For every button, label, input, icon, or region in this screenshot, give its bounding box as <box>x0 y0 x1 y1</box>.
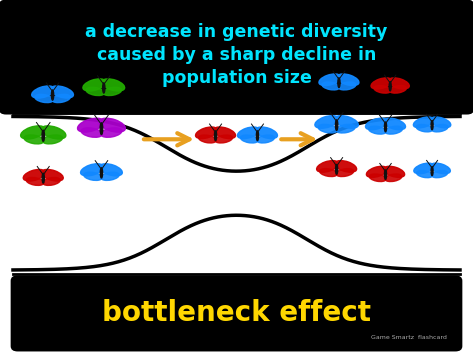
Ellipse shape <box>52 94 70 103</box>
Ellipse shape <box>417 170 433 178</box>
Ellipse shape <box>26 178 44 185</box>
Ellipse shape <box>367 166 387 178</box>
Ellipse shape <box>86 87 105 95</box>
Ellipse shape <box>80 164 104 176</box>
Ellipse shape <box>385 170 386 179</box>
Ellipse shape <box>338 82 356 90</box>
Ellipse shape <box>237 127 260 139</box>
Ellipse shape <box>35 94 53 103</box>
Ellipse shape <box>199 135 216 143</box>
Ellipse shape <box>41 169 63 181</box>
Ellipse shape <box>43 135 62 144</box>
Ellipse shape <box>99 164 123 176</box>
Ellipse shape <box>384 118 405 130</box>
Ellipse shape <box>369 174 386 181</box>
Ellipse shape <box>371 78 392 89</box>
Text: a decrease in genetic diversity
caused by a sharp decline in
population size: a decrease in genetic diversity caused b… <box>85 23 388 87</box>
Ellipse shape <box>81 128 102 137</box>
Ellipse shape <box>431 125 448 132</box>
Ellipse shape <box>430 117 451 128</box>
Ellipse shape <box>41 126 66 139</box>
Ellipse shape <box>256 131 259 141</box>
Ellipse shape <box>385 126 403 134</box>
Ellipse shape <box>318 124 337 133</box>
Ellipse shape <box>374 86 391 93</box>
Ellipse shape <box>336 124 355 133</box>
FancyBboxPatch shape <box>11 275 462 351</box>
Ellipse shape <box>322 82 340 90</box>
Ellipse shape <box>336 169 354 176</box>
Ellipse shape <box>99 118 125 132</box>
Ellipse shape <box>21 126 45 139</box>
Ellipse shape <box>315 116 339 128</box>
Ellipse shape <box>385 174 402 181</box>
Ellipse shape <box>368 126 386 134</box>
Ellipse shape <box>52 90 53 100</box>
Ellipse shape <box>319 74 341 86</box>
Ellipse shape <box>255 127 278 139</box>
Ellipse shape <box>24 135 44 144</box>
Ellipse shape <box>413 117 434 128</box>
Ellipse shape <box>213 127 236 139</box>
Ellipse shape <box>51 86 73 98</box>
Ellipse shape <box>100 123 103 135</box>
Ellipse shape <box>388 78 409 89</box>
Ellipse shape <box>103 83 105 93</box>
Ellipse shape <box>431 121 433 130</box>
Ellipse shape <box>416 125 433 132</box>
Ellipse shape <box>195 127 218 139</box>
Ellipse shape <box>101 128 122 137</box>
Ellipse shape <box>335 164 338 174</box>
Ellipse shape <box>389 86 406 93</box>
Ellipse shape <box>32 86 55 98</box>
Ellipse shape <box>366 118 387 130</box>
Ellipse shape <box>78 118 104 132</box>
Ellipse shape <box>215 135 233 143</box>
FancyBboxPatch shape <box>0 0 473 115</box>
Ellipse shape <box>100 168 103 178</box>
Ellipse shape <box>430 163 450 174</box>
Ellipse shape <box>320 169 337 176</box>
Ellipse shape <box>385 122 386 132</box>
Text: Game Smartz  flashcard: Game Smartz flashcard <box>371 335 447 340</box>
Ellipse shape <box>334 160 357 172</box>
Ellipse shape <box>431 166 433 176</box>
Ellipse shape <box>384 166 405 178</box>
Ellipse shape <box>334 116 359 128</box>
Ellipse shape <box>316 160 339 172</box>
Text: bottleneck effect: bottleneck effect <box>102 300 371 327</box>
Ellipse shape <box>23 169 45 181</box>
Ellipse shape <box>83 79 106 91</box>
Ellipse shape <box>42 130 44 141</box>
Ellipse shape <box>103 87 122 95</box>
Ellipse shape <box>338 78 340 88</box>
Ellipse shape <box>389 82 391 91</box>
Ellipse shape <box>42 173 44 183</box>
Ellipse shape <box>414 163 434 174</box>
Ellipse shape <box>431 170 447 178</box>
Ellipse shape <box>335 120 338 130</box>
Ellipse shape <box>337 74 359 86</box>
Ellipse shape <box>214 131 217 141</box>
Ellipse shape <box>257 135 274 143</box>
Ellipse shape <box>240 135 258 143</box>
Ellipse shape <box>102 79 125 91</box>
Ellipse shape <box>84 172 102 180</box>
Ellipse shape <box>43 178 60 185</box>
Ellipse shape <box>101 172 119 180</box>
